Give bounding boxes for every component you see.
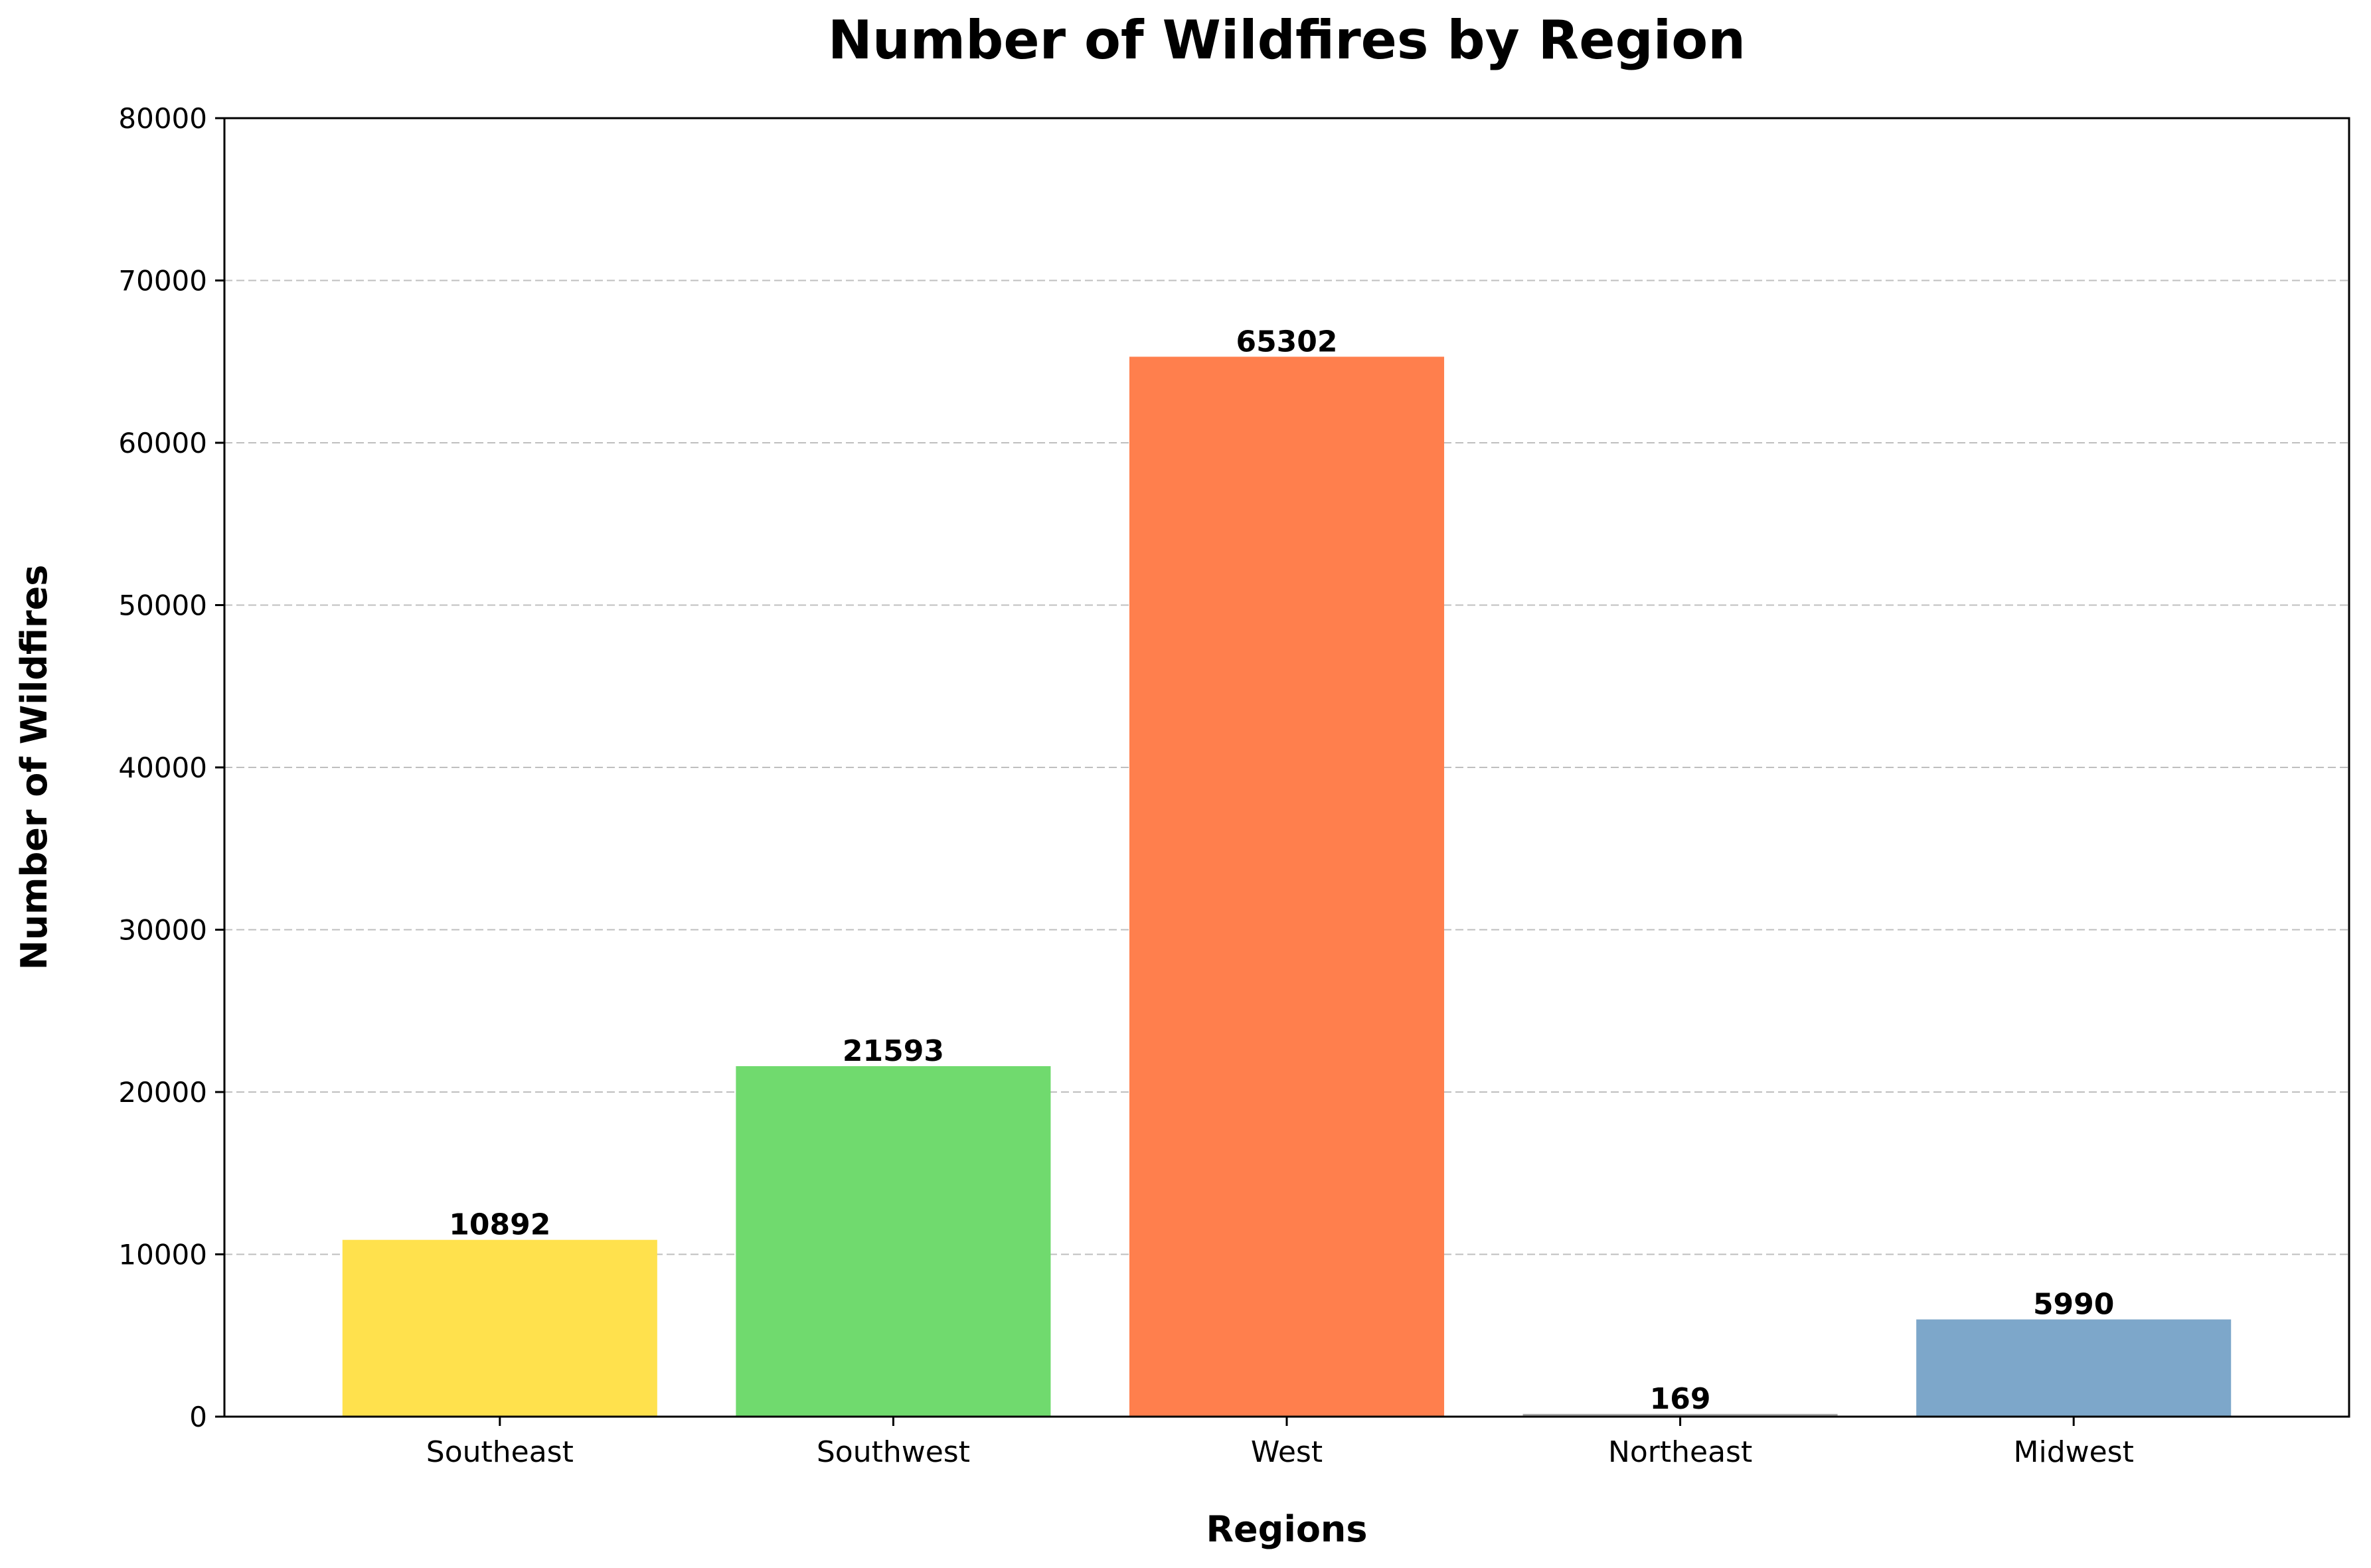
x-axis-label: Regions: [1206, 1508, 1367, 1550]
bar-value-label: 65302: [1236, 325, 1337, 358]
x-tick-label: Northeast: [1608, 1435, 1752, 1469]
y-tick-label: 70000: [118, 265, 207, 297]
y-tick-label: 60000: [118, 427, 207, 459]
x-tick-label: Midwest: [2014, 1435, 2134, 1469]
x-tick-label: Southeast: [426, 1435, 574, 1469]
x-tick-label: West: [1251, 1435, 1323, 1469]
y-tick-label: 0: [189, 1401, 207, 1433]
y-axis-label: Number of Wildfires: [13, 565, 55, 971]
bars: [342, 356, 2232, 1417]
y-tick-label: 20000: [118, 1076, 207, 1109]
y-tick-label: 10000: [118, 1239, 207, 1271]
bar-value-label: 21593: [843, 1034, 944, 1068]
bar-southwest: [736, 1066, 1051, 1417]
y-tick-label: 80000: [118, 102, 207, 135]
y-tick-label: 50000: [118, 589, 207, 622]
bar-value-labels: 10892 21593 65302 169 5990: [449, 325, 2114, 1416]
bar-northeast: [1522, 1413, 1838, 1417]
y-tick-label: 40000: [118, 751, 207, 784]
y-tick-label: 30000: [118, 914, 207, 947]
chart-title: Number of Wildfires by Region: [828, 9, 1746, 71]
bar-value-label: 5990: [2033, 1288, 2114, 1322]
bar-midwest: [1916, 1319, 2232, 1417]
bar-west: [1129, 356, 1445, 1417]
y-axis-ticks: 0 10000 20000 30000 40000 50000 60000 70000 8000…: [118, 102, 224, 1433]
x-axis-ticks: Southeast Southwest West Northeast Midwest: [426, 1417, 2134, 1469]
bar-value-label: 169: [1650, 1382, 1711, 1416]
bar-southeast: [342, 1239, 657, 1417]
x-tick-label: Southwest: [817, 1435, 970, 1469]
bar-value-label: 10892: [449, 1208, 550, 1242]
